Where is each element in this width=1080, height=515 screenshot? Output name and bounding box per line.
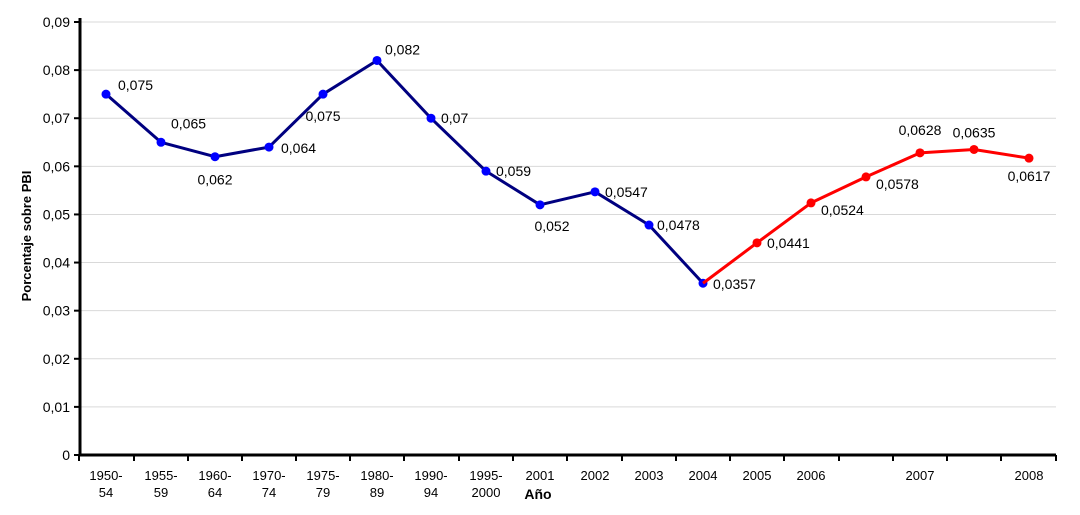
y-axis-title: Porcentaje sobre PBI: [19, 171, 34, 302]
data-label: 0,075: [305, 108, 340, 124]
x-tick-label: 2004: [689, 468, 718, 483]
data-point: [318, 89, 328, 99]
data-point: [101, 89, 111, 99]
x-tick-label: 1995-2000: [469, 468, 502, 500]
data-label: 0,0617: [1008, 168, 1051, 184]
x-tick-label: 1990-94: [414, 468, 447, 500]
y-tick-label: 0,09: [43, 14, 70, 30]
x-tick-label: 2002: [581, 468, 610, 483]
x-tick-label: 2001: [526, 468, 555, 483]
data-label: 0,0628: [899, 122, 942, 138]
y-tick-label: 0,06: [43, 158, 70, 174]
gridlines: [80, 21, 1056, 408]
x-tick-label: 2007: [906, 468, 935, 483]
y-tick-label: 0,01: [43, 399, 70, 415]
data-point: [535, 200, 545, 210]
data-label: 0,075: [118, 77, 153, 93]
data-label: 0,059: [496, 163, 531, 179]
x-axis-title: Año: [524, 486, 551, 502]
data-point: [644, 220, 654, 230]
y-tick-label: 0,03: [43, 303, 70, 319]
x-tick-label: 2003: [635, 468, 664, 483]
series-line-red: [702, 147, 1030, 285]
data-label: 0,0635: [953, 124, 996, 140]
data-label: 0,07: [441, 110, 468, 126]
data-point: [752, 238, 762, 248]
data-point: [210, 152, 220, 162]
data-label: 0,0547: [605, 184, 648, 200]
data-point: [372, 55, 382, 65]
data-point: [1024, 153, 1034, 163]
series-line-blue: [105, 58, 705, 285]
y-tick-label: 0,07: [43, 110, 70, 126]
data-label: 0,0478: [657, 217, 700, 233]
x-tick-label: 2008: [1015, 468, 1044, 483]
x-tick-label: 1975-79: [306, 468, 339, 500]
axes: 0 0,01 0,02 0,03 0,04 0,05 0,06 0,07 0,08 0,09 195…: [43, 14, 1057, 500]
data-point: [426, 113, 436, 123]
data-point: [264, 142, 274, 152]
series: [101, 55, 1034, 288]
data-label: 0,064: [281, 140, 316, 156]
y-tick-label: 0,08: [43, 62, 70, 78]
y-tick-label: 0: [62, 447, 70, 463]
x-tick-label: 2005: [743, 468, 772, 483]
data-point: [861, 172, 871, 182]
data-label: 0,065: [171, 115, 206, 131]
data-label: 0,0357: [713, 276, 756, 292]
data-label: 0,062: [197, 172, 232, 188]
y-tick-label: 0,05: [43, 206, 70, 222]
data-point: [969, 144, 979, 154]
data-label: 0,0524: [821, 202, 864, 218]
data-point: [806, 198, 816, 208]
y-tick-label: 0,02: [43, 351, 70, 367]
data-point: [156, 137, 166, 147]
data-label: 0,0578: [876, 176, 919, 192]
x-tick-label: 1950-54: [89, 468, 122, 500]
x-tick-label: 1960-64: [198, 468, 231, 500]
data-label: 0,052: [534, 218, 569, 234]
data-point: [915, 148, 925, 158]
data-labels: 0,075 0,065 0,062 0,064 0,075 0,082 0,07 0,059 0…: [118, 41, 1051, 292]
data-label: 0,082: [385, 41, 420, 57]
x-tick-label: 1955-59: [144, 468, 177, 500]
x-tick-label: 1970-74: [252, 468, 285, 500]
x-tick-label: 2006: [797, 468, 826, 483]
data-point: [590, 187, 600, 197]
data-point: [481, 166, 491, 176]
x-tick-label: 1980-89: [360, 468, 393, 500]
data-label: 0,0441: [767, 235, 810, 251]
y-tick-label: 0,04: [43, 255, 70, 271]
